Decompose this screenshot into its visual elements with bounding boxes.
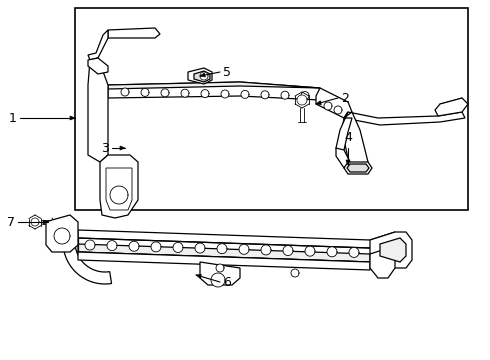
Polygon shape — [110, 186, 128, 204]
Polygon shape — [106, 168, 132, 210]
Text: 4: 4 — [344, 131, 352, 144]
Polygon shape — [261, 245, 271, 255]
Polygon shape — [129, 241, 139, 251]
Polygon shape — [217, 244, 227, 254]
Polygon shape — [194, 71, 210, 82]
Polygon shape — [316, 88, 352, 118]
Polygon shape — [196, 274, 201, 278]
Polygon shape — [200, 262, 240, 285]
Text: 1: 1 — [9, 112, 17, 125]
Polygon shape — [173, 243, 183, 252]
Polygon shape — [64, 247, 112, 284]
Polygon shape — [70, 116, 75, 120]
Polygon shape — [31, 218, 39, 226]
Bar — [75, 8, 468, 210]
Polygon shape — [161, 89, 169, 97]
Polygon shape — [324, 102, 332, 110]
Polygon shape — [435, 98, 468, 116]
Polygon shape — [201, 90, 209, 98]
Polygon shape — [336, 148, 350, 168]
Polygon shape — [334, 106, 342, 114]
Polygon shape — [108, 82, 320, 89]
Polygon shape — [181, 89, 189, 97]
Polygon shape — [141, 89, 149, 96]
Text: 7: 7 — [7, 216, 15, 229]
Text: 3: 3 — [101, 141, 109, 154]
Text: 2: 2 — [341, 91, 349, 104]
Polygon shape — [336, 112, 352, 155]
Polygon shape — [78, 252, 370, 270]
Polygon shape — [370, 232, 412, 268]
Polygon shape — [316, 101, 321, 105]
Polygon shape — [54, 228, 70, 244]
Polygon shape — [346, 160, 350, 165]
Polygon shape — [301, 91, 309, 100]
Polygon shape — [221, 90, 229, 98]
Polygon shape — [43, 220, 48, 224]
Polygon shape — [342, 112, 368, 168]
Polygon shape — [349, 247, 359, 257]
Polygon shape — [305, 246, 315, 256]
Polygon shape — [344, 162, 372, 174]
Polygon shape — [120, 146, 125, 150]
Polygon shape — [100, 155, 138, 218]
Polygon shape — [121, 88, 129, 96]
Polygon shape — [344, 112, 465, 125]
Polygon shape — [380, 238, 406, 262]
Polygon shape — [211, 273, 225, 287]
Polygon shape — [78, 244, 395, 262]
Polygon shape — [239, 244, 249, 254]
Polygon shape — [200, 72, 208, 80]
Polygon shape — [291, 269, 299, 277]
Polygon shape — [88, 30, 108, 60]
Polygon shape — [151, 242, 161, 252]
Polygon shape — [216, 264, 224, 272]
Polygon shape — [370, 246, 395, 278]
Text: 5: 5 — [223, 66, 231, 78]
Polygon shape — [327, 247, 337, 257]
Polygon shape — [297, 95, 307, 105]
Polygon shape — [88, 58, 108, 74]
Polygon shape — [283, 246, 293, 256]
Polygon shape — [108, 28, 160, 38]
Polygon shape — [281, 91, 289, 99]
Polygon shape — [195, 243, 205, 253]
Polygon shape — [241, 90, 249, 98]
Polygon shape — [200, 73, 205, 77]
Polygon shape — [88, 58, 108, 162]
Polygon shape — [78, 230, 395, 248]
Polygon shape — [108, 82, 320, 100]
Polygon shape — [347, 164, 369, 172]
Polygon shape — [107, 240, 117, 251]
Polygon shape — [188, 68, 212, 84]
Polygon shape — [261, 91, 269, 99]
Polygon shape — [85, 240, 95, 250]
Text: 6: 6 — [223, 275, 231, 288]
Polygon shape — [46, 215, 78, 252]
